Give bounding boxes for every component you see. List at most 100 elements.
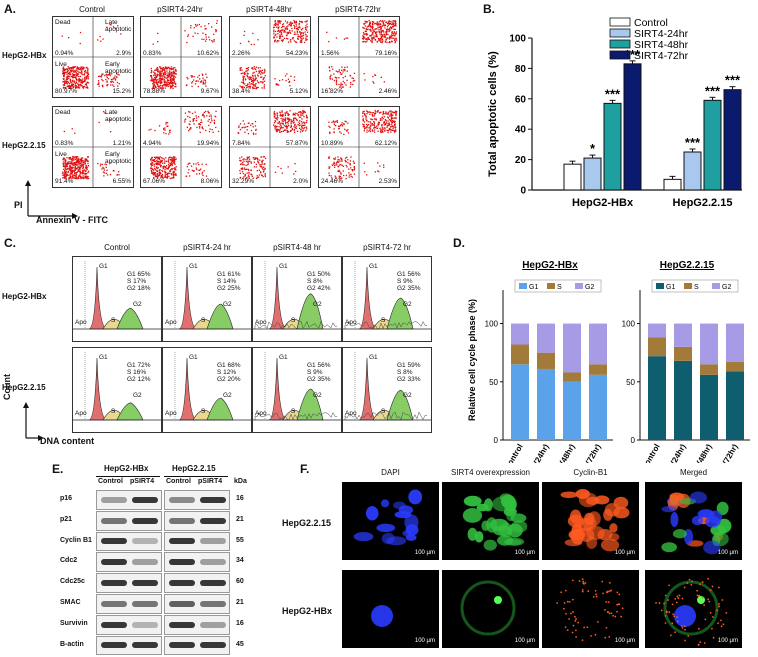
protein-size: 21 — [236, 599, 244, 606]
phase-g1-text: G1 59% — [397, 362, 421, 369]
blot-strip — [96, 531, 162, 552]
legend-label: SIRT4-72hr — [634, 50, 689, 62]
blot-strip — [164, 531, 230, 552]
peak-label-apo: Apo — [75, 410, 87, 417]
legend-swatch — [609, 39, 631, 49]
quadrant-label-late: Late apoptotic — [105, 19, 132, 33]
blot-lane-label: pSIRT4 — [130, 478, 155, 485]
phase-g1-text: G1 61% — [217, 271, 241, 278]
scale-bar-label: 100 μm — [614, 638, 635, 644]
phase-g2-text: G2 12% — [127, 376, 151, 383]
peak-label-s: S — [201, 408, 206, 415]
scale-bar-label: 100 μm — [717, 638, 738, 644]
quadrant-value-dead: 0.83% — [55, 140, 74, 147]
protein-band — [169, 559, 195, 566]
blot-strip — [96, 490, 162, 510]
histogram-row-label: HepG2.2.15 — [2, 383, 46, 392]
kda-label: kDa — [234, 478, 247, 485]
phase-g1-text: G1 50% — [307, 271, 331, 278]
legend-label: S — [694, 284, 699, 291]
flow-column-title: Control — [79, 5, 105, 14]
quadrant-value-live: 16.82% — [321, 88, 344, 95]
significance-marker: *** — [605, 86, 621, 101]
quadrant-value-live: 38.4% — [232, 88, 251, 95]
y-tick-label: 0 — [494, 436, 499, 445]
micrograph-column-title: Cyclin-B1 — [573, 468, 608, 477]
category-label: pSIRT4 (48hr) — [543, 442, 577, 463]
protein-band — [200, 517, 226, 524]
scale-bar-label: 100 μm — [717, 550, 738, 556]
micrograph: 100 μm — [645, 570, 742, 648]
protein-band — [101, 559, 127, 566]
peak-label-apo: Apo — [255, 410, 267, 417]
blot-strip — [164, 573, 230, 593]
histogram-column-title: pSIRT4-24 hr — [183, 243, 231, 252]
protein-band — [101, 600, 127, 607]
protein-band — [200, 496, 226, 503]
quadrant-value-dead: 0.94% — [55, 50, 74, 57]
phase-g1-text: G1 68% — [217, 362, 241, 369]
quadrant-value-early: 2.46% — [378, 88, 397, 95]
protein-band — [200, 621, 226, 628]
stacked-segment-s — [589, 364, 607, 375]
protein-label: p21 — [60, 515, 73, 523]
micrograph: 100 μm — [442, 482, 539, 560]
category-label: pSIRT4 (24hr) — [654, 442, 688, 463]
legend-label: G2 — [585, 284, 594, 291]
category-label: pSIRT4 (48hr) — [680, 442, 714, 463]
phase-g2-text: G2 35% — [397, 285, 421, 292]
peak-label-g2: G2 — [403, 301, 412, 308]
protein-band — [132, 496, 158, 503]
peak-label-s: S — [291, 408, 296, 415]
stacked-segment-g2 — [589, 323, 607, 365]
scale-bar-label: 100 μm — [414, 638, 435, 644]
bar — [663, 178, 682, 191]
legend-swatch — [575, 283, 583, 289]
y-tick-label: 0 — [631, 436, 636, 445]
protein-band — [101, 580, 127, 587]
stacked-segment-g2 — [563, 323, 581, 373]
protein-band — [101, 517, 127, 524]
stacked-segment-s — [648, 337, 666, 357]
phase-s-text: S 8% — [397, 369, 413, 376]
micrograph: 100 μm — [442, 570, 539, 648]
quadrant-value-dead: 0.83% — [143, 50, 162, 57]
quadrant-label-late: Late apoptotic — [105, 109, 132, 123]
quadrant-value-early: 15.2% — [112, 88, 131, 95]
protein-band — [132, 600, 158, 607]
flow-scatter-plot: 1.56% 79.16% 16.82% 2.46% — [318, 16, 400, 98]
y-tick-label: 100 — [509, 34, 526, 45]
quadrant-value-live: 24.46% — [321, 178, 344, 185]
flow-scatter-plot: 10.89% 62.12% 24.46% 2.53% — [318, 106, 400, 188]
phase-g2-text: G2 42% — [307, 285, 331, 292]
peak-label-apo: Apo — [165, 410, 177, 417]
protein-size: 55 — [236, 536, 244, 544]
dna-histogram: G1 56% S 9% G2 35% G1 S G2 Apo — [342, 256, 432, 342]
bar — [583, 157, 602, 191]
micrograph: 100 μm — [542, 570, 639, 648]
stacked-segment-s — [511, 344, 529, 365]
peak-label-g1: G1 — [369, 263, 378, 270]
blot-lane-label: Control — [98, 478, 123, 485]
phase-s-text: S 14% — [217, 278, 237, 285]
axis-label-count: Count — [2, 374, 12, 400]
quadrant-value-live: 67.06% — [143, 178, 166, 185]
protein-label: Survivin — [60, 619, 88, 627]
category-label: Control — [503, 443, 525, 464]
protein-band — [200, 600, 226, 607]
micrograph-row-label: HepG2-HBx — [282, 606, 333, 616]
panel-label-a: A. — [4, 2, 16, 16]
bar — [703, 99, 722, 191]
peak-label-g2: G2 — [223, 301, 232, 308]
stacked-segment-g2 — [726, 323, 744, 362]
flow-column-title: pSIRT4-72hr — [335, 5, 381, 14]
y-axis-label: Relative cell cycle phase (%) — [467, 299, 477, 421]
quadrant-value-early: 2.0% — [293, 178, 308, 185]
phase-g1-text: G1 56% — [397, 271, 421, 278]
quadrant-label-live: Live — [55, 61, 67, 68]
significance-marker: * — [590, 141, 596, 156]
protein-size: 45 — [236, 640, 244, 648]
y-tick-label: 100 — [622, 320, 636, 329]
flow-scatter-plot: 0.94% 2.9% 80.97% 15.2% Dead Live Late apoptot… — [52, 16, 134, 98]
peak-label-g1: G1 — [279, 263, 288, 270]
